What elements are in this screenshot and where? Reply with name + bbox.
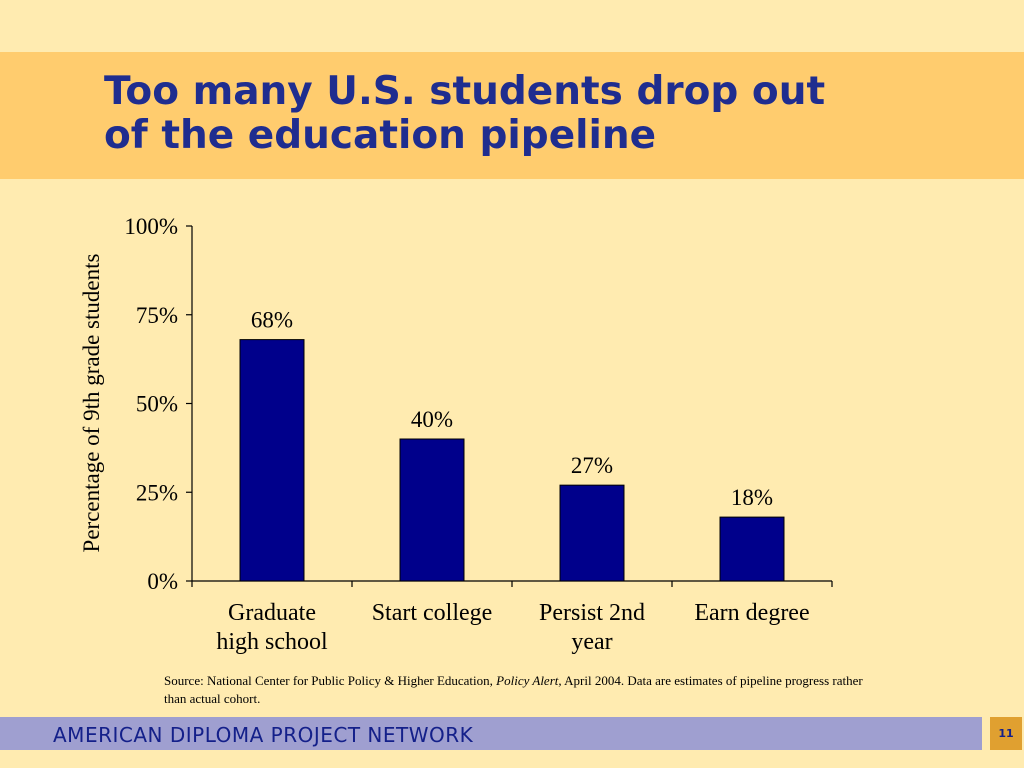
bar	[559, 484, 625, 582]
x-tick-label: Graduate high school	[216, 600, 328, 655]
y-tick-label: 0%	[147, 569, 178, 594]
source-suffix: April 2004. Data are estimates of pipeli…	[164, 673, 863, 706]
title-band	[0, 52, 1024, 179]
data-label: 40%	[411, 407, 453, 432]
bar	[719, 516, 785, 582]
bar	[399, 438, 465, 582]
slide-title-line-1: Too many U.S. students drop out	[104, 69, 826, 114]
footer-bar	[0, 717, 982, 750]
page-number: 11	[990, 717, 1022, 750]
source-publication: Policy Alert,	[496, 673, 562, 688]
x-tick-label: Persist 2nd year	[539, 600, 645, 655]
bar	[239, 339, 305, 582]
source-prefix: Source: National Center for Public Polic…	[164, 673, 497, 688]
footer-organization: AMERICAN DIPLOMA PROJECT NETWORK	[53, 723, 474, 747]
y-tick-label: 75%	[136, 303, 178, 328]
data-label: 18%	[731, 485, 773, 510]
x-tick-label: Earn degree	[694, 600, 809, 626]
y-tick-label: 100%	[124, 214, 178, 239]
source-note: Source: National Center for Public Polic…	[164, 672, 884, 708]
y-tick-label: 25%	[136, 480, 178, 505]
data-label: 68%	[251, 308, 293, 333]
slide-title: Too many U.S. students drop out of the e…	[104, 70, 984, 158]
x-tick-label: Start college	[372, 600, 493, 626]
slide-title-line-2: of the education pipeline	[104, 113, 657, 158]
data-label: 27%	[571, 453, 613, 478]
y-tick-label: 50%	[136, 392, 178, 417]
y-axis-label: Percentage of 9th grade students	[79, 254, 104, 553]
